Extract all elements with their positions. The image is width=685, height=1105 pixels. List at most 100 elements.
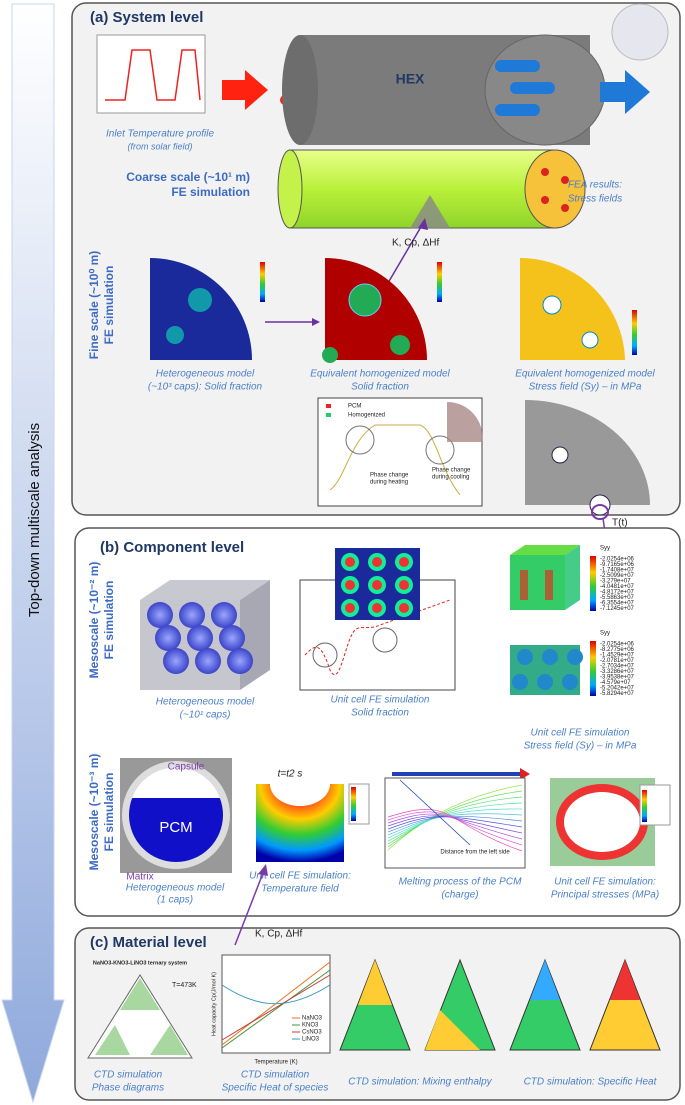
spheres — [147, 602, 253, 674]
caption: CTD simulation — [241, 1070, 310, 1081]
scale-label: FE simulation — [102, 581, 116, 660]
caption: Solid fraction — [351, 382, 409, 393]
axis-label: Temperature (K) — [254, 1060, 297, 1066]
caption: Inlet Temperature profile — [106, 129, 214, 140]
hex-label: HEX — [396, 71, 425, 87]
legend-label: KNO3 — [302, 1023, 319, 1029]
colorbar-label: -4.8172e+07 — [600, 590, 635, 596]
sphere — [227, 648, 253, 674]
legend-label: NaNO3 — [302, 1016, 323, 1022]
caption: (from solar field) — [127, 141, 192, 151]
note: Phase change — [370, 473, 409, 479]
curve — [387, 809, 523, 852]
panel-material: (c) Material level K, Cp, ΔHf NaNO3-KNO3… — [74, 864, 681, 1101]
scale-label: FE simulation — [102, 266, 116, 345]
colorbar-label: -2.0254e+06 — [600, 642, 635, 648]
colorbar-label: -9.7165e+06 — [600, 562, 635, 568]
colorbar-label: -3.279e+07 — [600, 579, 631, 585]
boundary-label: T(t) — [612, 518, 628, 529]
colorbar-label: -6.3554e+07 — [600, 601, 635, 607]
legend-label: CsNO3 — [302, 1030, 322, 1036]
colorbar-title: Syy — [600, 546, 610, 552]
sphere — [163, 648, 189, 674]
cells — [341, 553, 413, 617]
plot-title: NaNO3-KNO3-LiNO3 ternary system — [93, 960, 187, 966]
sphere — [211, 602, 237, 628]
colorbar-label: -4.579e+07 — [600, 680, 631, 686]
panel-component: (b) Component level Mesoscale (~10⁻² m) … — [74, 527, 681, 917]
caption: FEA results: — [568, 180, 622, 191]
sphere — [195, 648, 221, 674]
caption: (1 caps) — [157, 895, 193, 906]
caption: Heterogeneous model — [156, 369, 255, 380]
time-label: t=t2 s — [278, 769, 303, 780]
cell-core — [372, 557, 382, 567]
colorbar-label: -3.3286e+07 — [600, 669, 635, 675]
curve — [399, 779, 471, 846]
sphere — [219, 625, 245, 651]
note: during cooling — [432, 475, 469, 481]
curve — [387, 813, 523, 840]
sphere — [147, 602, 173, 628]
colorbar-title: Syy — [600, 631, 610, 637]
melt-curves — [387, 779, 523, 852]
scale-label: FE simulation — [171, 185, 250, 199]
caption: Solid fraction — [351, 708, 409, 719]
curve — [387, 815, 523, 834]
colorbar-label: -5.2042e+07 — [600, 686, 635, 692]
colorbar-label: -5.5863e+07 — [600, 595, 635, 601]
colorbar-label: -3.9538e+07 — [600, 675, 635, 681]
colorbar-label: -1.7408e+07 — [600, 568, 635, 574]
note: Distance from the left side — [440, 850, 510, 856]
curve — [387, 811, 523, 846]
panel-system: (a) System level HEX Inlet Temperature p… — [71, 2, 681, 541]
label: PCM — [159, 819, 192, 836]
panel-title: (a) System level — [90, 9, 203, 26]
caption: Stress field (Sy) – in MPa — [524, 741, 637, 752]
sphere — [179, 602, 205, 628]
caption: CTD simulation: Specific Heat — [524, 1077, 658, 1088]
note: during heating — [370, 480, 408, 486]
cell-core — [399, 557, 409, 567]
caption: Specific Heat of species — [222, 1083, 329, 1094]
colorbar-label: -4.0481e+07 — [600, 584, 635, 590]
scale-label: FE simulation — [102, 773, 116, 852]
cell-core — [372, 603, 382, 613]
caption: Phase diagrams — [92, 1083, 164, 1094]
caption: Stress fields — [568, 194, 622, 205]
caption: Unit cell FE simulation: — [554, 877, 656, 888]
sphere — [187, 625, 213, 651]
caption: Equivalent homogenized model — [515, 369, 655, 380]
cell-core — [399, 580, 409, 590]
caption: Heterogeneous model — [126, 883, 225, 894]
caption: (charge) — [441, 890, 478, 901]
cell-core — [345, 580, 355, 590]
cell-core — [345, 557, 355, 567]
colorbar-label: -8.2775e+06 — [600, 647, 635, 653]
caption: (~10¹ caps) — [180, 710, 231, 721]
cell-core — [372, 580, 382, 590]
curve — [387, 816, 523, 830]
colorbar-label: -1.4529e+07 — [600, 653, 635, 659]
colorbar-label: -7.1245e+07 — [600, 606, 635, 612]
caption: CTD simulation: Mixing enthalpy — [348, 1077, 492, 1088]
caption: Unit cell FE simulation: — [249, 871, 351, 882]
colorbar-label: -2.0781e+07 — [600, 658, 635, 664]
caption: (~10³ caps): Solid fraction — [148, 382, 263, 393]
caption: Equivalent homogenized model — [310, 369, 450, 380]
legend-label: Homogenized — [348, 413, 385, 419]
captions: Heterogeneous model (~10³ caps): Solid f… — [148, 369, 656, 393]
note: Phase change — [432, 468, 471, 474]
axis-label: Heat capacity Cp(J/mol K) — [211, 972, 217, 1036]
caption: Unit cell FE simulation — [531, 728, 630, 739]
label: Matrix — [126, 872, 153, 883]
caption: CTD simulation — [94, 1070, 163, 1081]
colorbar-labels: -2.0254e+06-9.7165e+06-1.7408e+07-2.5099… — [600, 557, 635, 698]
caption: Principal stresses (MPa) — [551, 890, 659, 901]
legend-label: LiNO3 — [302, 1037, 320, 1043]
cell-core — [345, 603, 355, 613]
caption: Melting process of the PCM — [399, 877, 522, 888]
side-arrow: Top-down multiscale analysis — [1, 3, 65, 1104]
